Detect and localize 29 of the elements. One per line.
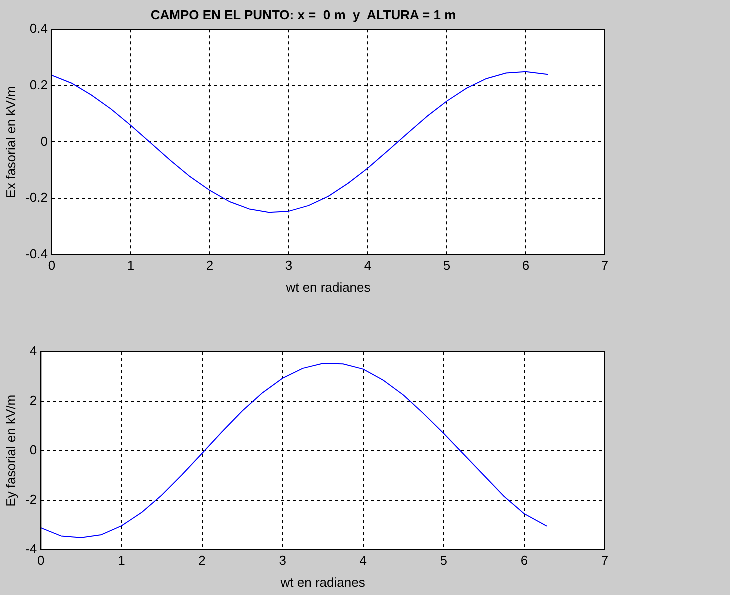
y-tick-label: 0.2 xyxy=(30,77,48,92)
x-tick-label: 1 xyxy=(127,258,135,274)
x-tick-label: 7 xyxy=(601,258,609,274)
y-tick-label: 0.4 xyxy=(30,21,48,36)
x-tick-label: 6 xyxy=(522,258,530,274)
x-axis-title: wt en radianes xyxy=(280,574,366,590)
x-tick-label: 3 xyxy=(285,258,293,274)
y-tick-label: 0 xyxy=(40,134,48,149)
x-tick-label: 6 xyxy=(520,553,528,568)
x-tick-label: 1 xyxy=(118,553,126,568)
x-tick-label: 3 xyxy=(279,553,286,568)
y-tick-label: -0.2 xyxy=(26,190,48,206)
x-axis-title: wt en radianes xyxy=(285,280,372,295)
y-tick-label: 2 xyxy=(30,393,38,408)
y-tick-label: 4 xyxy=(30,344,38,359)
y-tick-label: -4 xyxy=(26,541,38,556)
y-tick-label: -0.4 xyxy=(26,246,48,262)
chart-title: CAMPO EN EL PUNTO: x = 0 m y ALTURA = 1 m xyxy=(150,7,456,22)
x-tick-label: 4 xyxy=(360,553,367,568)
y-axis-title: Ex fasorial en kV/m xyxy=(3,86,18,198)
x-tick-label: 4 xyxy=(364,258,372,274)
x-tick-label: 5 xyxy=(440,553,448,568)
x-tick-label: 2 xyxy=(198,553,206,568)
y-tick-label: -2 xyxy=(26,492,38,507)
x-tick-label: 7 xyxy=(601,553,609,568)
y-tick-label: 0 xyxy=(30,442,38,458)
y-axis-title: Ey fasorial en kV/m xyxy=(3,394,18,507)
x-tick-label: 5 xyxy=(443,258,451,274)
x-tick-label: 2 xyxy=(206,258,214,274)
